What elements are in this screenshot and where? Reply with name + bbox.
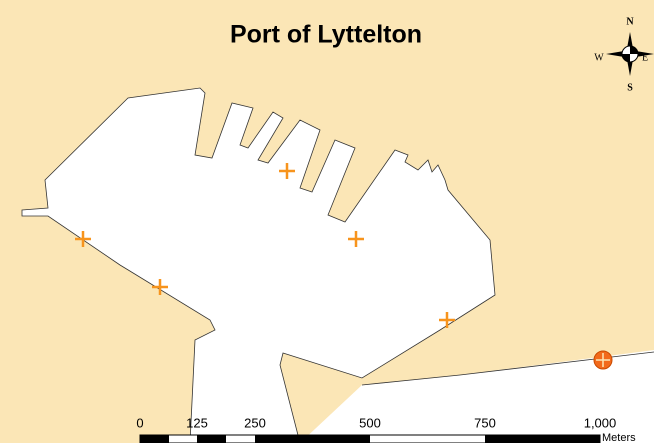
markers — [75, 163, 455, 328]
compass-east: E — [642, 52, 648, 63]
scale-units: Meters — [602, 432, 636, 443]
scale-label: 125 — [186, 415, 208, 430]
compass: N S E W — [594, 16, 654, 93]
marker — [348, 231, 364, 247]
scale-label: 750 — [474, 415, 496, 430]
port-marker — [593, 350, 613, 370]
marker — [75, 231, 91, 247]
marker — [439, 312, 455, 328]
marker — [152, 279, 168, 295]
harbour-water — [21, 87, 496, 443]
scale-label: 0 — [136, 415, 143, 430]
compass-north: N — [626, 16, 634, 27]
marker — [279, 163, 295, 179]
open-sea — [300, 350, 654, 443]
scale-bar — [139, 434, 601, 443]
scale-label: 250 — [244, 415, 266, 430]
scale-label: 1,000 — [584, 415, 617, 430]
scale-label: 500 — [359, 415, 381, 430]
compass-south: S — [627, 82, 633, 93]
compass-west: W — [594, 52, 604, 63]
coastline — [361, 351, 654, 386]
map-title: Port of Lyttelton — [230, 21, 422, 49]
